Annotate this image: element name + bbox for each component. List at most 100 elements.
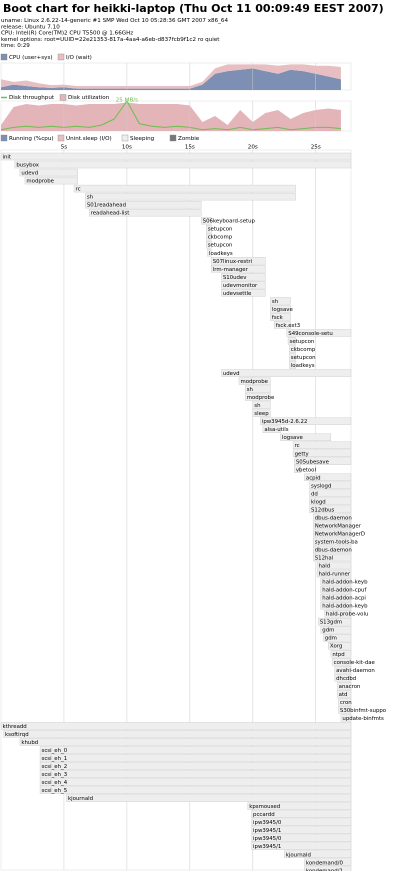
process-name: kpsmoused — [249, 804, 280, 810]
process-name: dhcdbd — [336, 676, 356, 682]
legend-swatch — [121, 134, 129, 142]
process-bar — [19, 168, 78, 177]
process-name: S13gdm — [320, 620, 342, 626]
process-bar — [309, 505, 352, 514]
process-name: S10udev — [223, 275, 247, 281]
process-bar — [3, 730, 352, 738]
legend-swatch — [59, 94, 67, 101]
process-bar — [39, 770, 352, 778]
process-name: gdm — [322, 628, 334, 634]
process-name: ipw3945d-2.6.22 — [262, 419, 308, 425]
process-name: sh — [87, 195, 93, 201]
process-name: scsi_eh_0 — [42, 748, 68, 754]
process-name: fsck.ext3 — [276, 323, 300, 329]
process-bar — [252, 409, 271, 417]
legend-label: CPU (user+sys) — [9, 55, 53, 61]
process-bar — [289, 353, 296, 361]
process-bar — [270, 313, 291, 321]
process-bar — [73, 184, 296, 193]
process-bar — [316, 561, 352, 570]
process-name: setupcon — [291, 355, 316, 361]
process-name: modprobe — [26, 179, 54, 185]
process-name: S06keyboard-setup — [203, 219, 256, 225]
process-name: acpid — [306, 475, 321, 481]
cpu-area — [1, 64, 341, 89]
process-name: vbetool — [296, 467, 316, 473]
process-bar — [206, 224, 212, 233]
process-bar — [336, 690, 352, 698]
process-name: setupcon — [208, 243, 233, 249]
process-bar — [39, 746, 352, 754]
process-name: S12dbus — [311, 507, 335, 513]
process-bar — [289, 345, 296, 353]
process-bar — [251, 842, 352, 850]
process-name: ksoftirqd — [5, 732, 29, 738]
process-bar — [320, 601, 352, 610]
process-bar — [318, 617, 352, 626]
process-bar — [331, 658, 352, 666]
process-bar — [88, 208, 202, 217]
time-tick-label: 15s — [185, 145, 195, 151]
process-bar — [330, 650, 352, 658]
process-bar — [39, 778, 352, 786]
process-name: kondemand/1 — [306, 868, 343, 871]
process-name: ckbcomp — [208, 235, 233, 241]
process-name: klogd — [311, 499, 326, 505]
process-name: udevmonitor — [223, 283, 258, 289]
time-tick-label: 25s — [311, 145, 321, 151]
process-name: rc — [295, 443, 300, 449]
process-bar — [313, 521, 352, 530]
process-bar — [284, 850, 352, 858]
process-name: rc — [76, 187, 81, 193]
legend-swatch — [57, 134, 65, 142]
process-name: S30binfmt-suppo — [340, 708, 386, 714]
process-name: S05ubesave — [296, 459, 330, 465]
process-name: NetworkManagerD — [315, 531, 365, 537]
time-tick-label: 20s — [248, 145, 258, 151]
process-name: ipw3945/1 — [253, 844, 281, 850]
process-bar — [316, 569, 352, 578]
process-bar — [320, 593, 352, 602]
process-bar — [66, 794, 352, 802]
process-bar — [251, 834, 352, 842]
time-tick-label: 10s — [122, 145, 132, 151]
process-name: syslogd — [311, 483, 331, 489]
process-name: khubd — [21, 740, 38, 746]
process-name: sh — [247, 387, 253, 393]
process-bar — [247, 802, 352, 810]
process-name: hald-addon-acpi — [322, 596, 366, 602]
process-bar — [251, 826, 352, 834]
process-bar — [336, 682, 352, 690]
process-bar — [328, 642, 352, 650]
info-line: release: Ubuntu 7.10 — [1, 24, 60, 30]
process-name: udevsettle — [223, 291, 252, 297]
process-name: cron — [340, 700, 352, 706]
process-name: hald-addon-keyb — [322, 580, 368, 586]
process-name: ckbcomp — [291, 347, 316, 353]
process-bar — [39, 786, 352, 794]
process-bar — [304, 866, 352, 871]
process-bar — [0, 152, 352, 161]
process-bar — [274, 321, 291, 329]
legend-swatch — [0, 53, 8, 61]
process-bar — [251, 810, 352, 818]
process-bar — [304, 473, 352, 482]
process-name: console-kit-dae — [334, 660, 376, 666]
time-tick-label: 5s — [61, 145, 68, 151]
process-bar — [251, 818, 352, 826]
info-line: uname: Linux 2.6.22-14-generic #1 SMP We… — [1, 18, 228, 24]
process-bar — [0, 722, 352, 730]
process-name: kthreadd — [3, 724, 27, 730]
process-name: scsi_eh_1 — [42, 756, 68, 762]
process-bar — [294, 457, 352, 465]
process-bar — [338, 706, 352, 714]
title: Boot chart for heikki-laptop (Thu Oct 11… — [3, 2, 384, 15]
process-name: Xorg — [330, 644, 343, 650]
process-bar — [221, 369, 352, 377]
process-name: hald-probe-volu — [326, 612, 368, 618]
process-name: update-binfmts — [342, 716, 384, 722]
legend-label: Sleeping — [130, 136, 155, 142]
legend-label: Zombie — [178, 136, 200, 142]
process-bar — [304, 858, 352, 866]
